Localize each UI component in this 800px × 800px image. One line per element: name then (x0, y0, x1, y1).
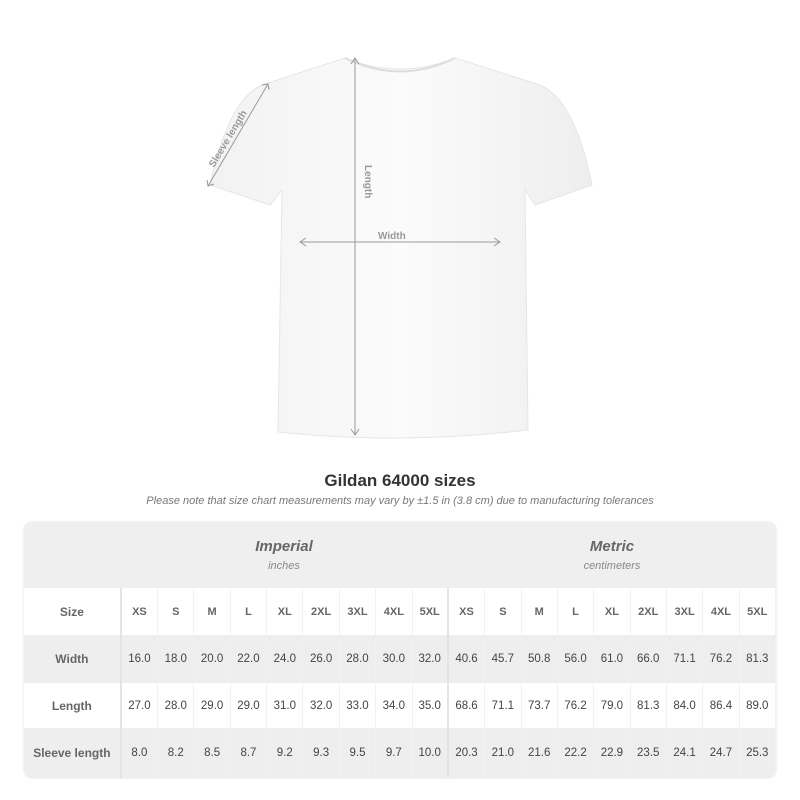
table-cell: 71.1 (485, 683, 522, 728)
table-cell: 8.7 (231, 728, 268, 778)
row-label: Width (24, 635, 122, 683)
table-cell: 22.0 (231, 635, 268, 683)
table-cell: 84.0 (667, 683, 704, 728)
imperial-title: Imperial (255, 538, 313, 555)
table-cell: 29.0 (231, 683, 268, 728)
table-cell: 4XL (376, 588, 413, 635)
chart-title: Gildan 64000 sizes (324, 471, 476, 490)
row-label: Sleeve length (24, 728, 122, 778)
table-cell: 30.0 (376, 635, 413, 683)
table-cell: 21.0 (485, 728, 522, 778)
table-cell: 24.1 (667, 728, 704, 778)
table-cell: 9.5 (340, 728, 377, 778)
table-cell: 81.3 (740, 635, 776, 683)
row-label: Length (24, 683, 122, 728)
table-cell: 5XL (413, 588, 449, 635)
table-cell: 33.0 (340, 683, 377, 728)
tshirt-diagram: Sleeve length Length Width (206, 57, 593, 439)
metric-unit: centimeters (583, 560, 641, 572)
table-cell: 31.0 (267, 683, 304, 728)
table-cell: 24.7 (703, 728, 740, 778)
table-cell: 21.6 (522, 728, 558, 778)
table-header: Imperial inches Metric centimeters (24, 522, 776, 588)
table-cell: 22.9 (594, 728, 631, 778)
metric-header: Metric centimeters (448, 538, 776, 572)
table-cell: 23.5 (631, 728, 667, 778)
table-cell: 40.6 (449, 635, 486, 683)
table-cell: 56.0 (558, 635, 595, 683)
table-cell: 50.8 (522, 635, 558, 683)
table-cell: 8.0 (122, 728, 159, 778)
table-cell: 25.3 (740, 728, 776, 778)
table-cell: 71.1 (667, 635, 704, 683)
table-cell: 32.0 (303, 683, 340, 728)
table-cell: 4XL (703, 588, 740, 635)
table-cell: 68.6 (449, 683, 486, 728)
sleeve-arrow (207, 83, 269, 187)
table-cell: 89.0 (740, 683, 776, 728)
width-label: Width (378, 231, 406, 242)
table-cell: 45.7 (485, 635, 522, 683)
table-cell: 9.2 (267, 728, 304, 778)
row-label: Size (24, 588, 122, 635)
table-cell: L (231, 588, 268, 635)
table-cell: 20.3 (449, 728, 486, 778)
table-cell: XL (267, 588, 304, 635)
table-cell: 22.2 (558, 728, 595, 778)
table-cell: M (522, 588, 558, 635)
table-cell: 76.2 (703, 635, 740, 683)
length-label: Length (362, 165, 373, 198)
table-cell: 79.0 (594, 683, 631, 728)
table-cell: 16.0 (122, 635, 159, 683)
table-cell: XS (122, 588, 159, 635)
table-cell: 32.0 (413, 635, 449, 683)
tolerance-note: Please note that size chart measurements… (146, 495, 654, 507)
table-cell: 73.7 (522, 683, 558, 728)
table-cell: 29.0 (194, 683, 231, 728)
table-cell: 86.4 (703, 683, 740, 728)
size-table: Imperial inches Metric centimeters Size X… (24, 522, 776, 778)
table-cell: 28.0 (340, 635, 377, 683)
table-cell: S (485, 588, 522, 635)
table-cell: 9.7 (376, 728, 413, 778)
table-cell: 76.2 (558, 683, 595, 728)
table-cell: 27.0 (122, 683, 159, 728)
table-row: Sleeve length 8.0 8.2 8.5 8.7 9.2 9.3 9.5 9.7 10.… (24, 728, 776, 778)
table-cell: 66.0 (631, 635, 667, 683)
table-row: Width 16.0 18.0 20.0 22.0 24.0 26.0 28.0 30.0 32.… (24, 635, 776, 683)
table-cell: 18.0 (158, 635, 195, 683)
table-row: Length 27.0 28.0 29.0 29.0 31.0 32.0 33.0 34.0 35… (24, 683, 776, 728)
table-cell: XL (594, 588, 631, 635)
table-cell: 24.0 (267, 635, 304, 683)
table-cell: 8.2 (158, 728, 195, 778)
table-cell: 81.3 (631, 683, 667, 728)
imperial-unit: inches (268, 560, 300, 572)
table-cell: 5XL (740, 588, 776, 635)
table-cell: 3XL (667, 588, 704, 635)
table-cell: 10.0 (413, 728, 449, 778)
table-cell: 20.0 (194, 635, 231, 683)
table-cell: XS (449, 588, 486, 635)
table-cell: L (558, 588, 595, 635)
table-cell: 8.5 (194, 728, 231, 778)
table-cell: 28.0 (158, 683, 195, 728)
imperial-header: Imperial inches (120, 538, 448, 572)
table-cell: M (194, 588, 231, 635)
table-cell: 34.0 (376, 683, 413, 728)
table-cell: 2XL (631, 588, 667, 635)
table-cell: 35.0 (413, 683, 449, 728)
table-cell: 9.3 (303, 728, 340, 778)
tshirt-shape (209, 57, 593, 439)
table-cell: 61.0 (594, 635, 631, 683)
table-cell: S (158, 588, 195, 635)
table-cell: 2XL (303, 588, 340, 635)
table-cell: 3XL (340, 588, 377, 635)
size-row: Size XS S M L XL 2XL 3XL 4XL 5XL XS S M L XL 2XL 3XL 4XL 5… (24, 588, 776, 635)
metric-title: Metric (589, 538, 635, 555)
table-cell: 26.0 (303, 635, 340, 683)
